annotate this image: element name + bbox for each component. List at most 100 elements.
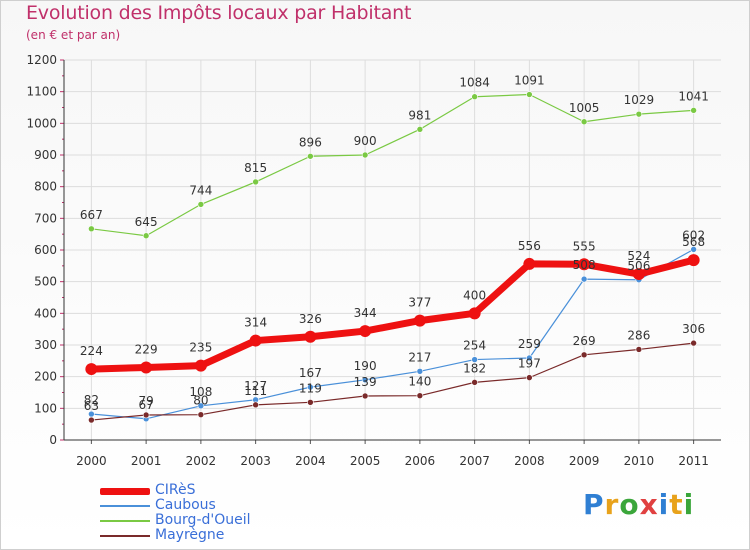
- data-label-bourg-d-oueil-2004: 896: [299, 135, 322, 149]
- y-tick-label-1200: 1200: [26, 53, 57, 67]
- y-tick-label-600: 600: [34, 243, 57, 257]
- data-label-mayr-gne-2006: 140: [408, 375, 431, 389]
- data-point-cir-s-2008: [523, 257, 536, 270]
- x-tick-label-2011: 2011: [678, 454, 709, 468]
- data-label-cir-s-2000: 224: [80, 344, 103, 358]
- data-label-cir-s-2001: 229: [135, 342, 158, 356]
- data-point-mayr-gne-2006: [416, 392, 424, 399]
- data-label-cir-s-2004: 326: [299, 312, 322, 326]
- chart-subtitle: (en € et par an): [26, 28, 121, 42]
- data-label-caubous-2007: 254: [463, 339, 486, 353]
- series-line-cir-s: [87, 256, 698, 373]
- brand-letter: t: [669, 488, 684, 521]
- data-point-cir-s-2009: [578, 258, 591, 271]
- data-point-bourg-d-oueil-2005: [361, 151, 369, 159]
- chart-legend: CIRèS Caubous Bourg-d'Oueil Mayrègne: [100, 482, 350, 544]
- data-label-bourg-d-oueil-2000: 667: [80, 208, 103, 222]
- data-label-cir-s-2011: 568: [682, 235, 705, 249]
- data-point-caubous-2008: [526, 354, 533, 362]
- data-label-mayr-gne-2009: 269: [573, 334, 596, 348]
- data-label-bourg-d-oueil-2005: 900: [354, 134, 377, 148]
- data-point-mayr-gne-2008: [526, 374, 533, 381]
- data-point-caubous-2002: [197, 402, 205, 410]
- x-tick-label-2000: 2000: [76, 454, 107, 468]
- y-tick-label-0: 0: [49, 433, 57, 447]
- data-point-mayr-gne-2003: [252, 401, 259, 409]
- legend-item-caubous: Caubous: [100, 497, 350, 514]
- legend-label-cires: CIRèS: [155, 482, 196, 498]
- brand-logo: Proxiti: [583, 488, 694, 521]
- data-label-caubous-2001: 67: [138, 398, 153, 412]
- brand-letter: i: [683, 488, 695, 521]
- x-tick-label-2005: 2005: [350, 454, 381, 468]
- legend-swatch-cires: [100, 487, 150, 495]
- data-point-bourg-d-oueil-2008: [526, 91, 533, 98]
- data-point-bourg-d-oueil-2007: [471, 93, 478, 101]
- data-label-bourg-d-oueil-2011: 1041: [678, 89, 709, 103]
- brand-letter: r: [604, 488, 620, 521]
- data-label-mayr-gne-2010: 286: [627, 328, 650, 342]
- data-point-caubous-2005: [361, 376, 369, 384]
- series-line-caubous: [90, 248, 695, 420]
- data-point-cir-s-2006: [413, 314, 426, 327]
- y-tick-label-100: 100: [34, 401, 57, 415]
- data-label-caubous-2003: 127: [244, 379, 267, 393]
- data-label-bourg-d-oueil-2001: 645: [135, 215, 158, 229]
- data-point-mayr-gne-2009: [580, 351, 588, 359]
- data-label-bourg-d-oueil-2007: 1084: [459, 76, 490, 90]
- data-label-bourg-d-oueil-2010: 1029: [624, 93, 655, 107]
- y-tick-label-200: 200: [34, 370, 57, 384]
- data-point-cir-s-2010: [632, 268, 645, 281]
- x-tick-label-2001: 2001: [131, 454, 162, 468]
- data-label-caubous-2000: 82: [84, 393, 99, 407]
- data-point-mayr-gne-2002: [197, 411, 205, 418]
- y-tick-label-1100: 1100: [26, 85, 57, 99]
- data-label-mayr-gne-2002: 80: [193, 394, 208, 408]
- data-point-bourg-d-oueil-2003: [252, 178, 259, 186]
- data-label-bourg-d-oueil-2008: 1091: [514, 74, 545, 88]
- x-tick-label-2008: 2008: [514, 454, 545, 468]
- y-tick-label-1000: 1000: [26, 116, 57, 130]
- x-tick-label-2009: 2009: [569, 454, 600, 468]
- y-tick-label-700: 700: [34, 211, 57, 225]
- legend-item-mayregne: Mayrègne: [100, 527, 350, 544]
- data-label-mayr-gne-2001: 79: [138, 394, 153, 408]
- data-label-caubous-2002: 108: [189, 385, 212, 399]
- data-point-caubous-2011: [690, 246, 697, 253]
- data-point-cir-s-2011: [687, 254, 700, 267]
- data-point-bourg-d-oueil-2011: [690, 107, 697, 114]
- y-tick-label-800: 800: [34, 180, 57, 194]
- data-point-cir-s-2001: [140, 361, 153, 374]
- chart-title: Evolution des Impôts locaux par Habitant: [26, 2, 412, 24]
- data-point-mayr-gne-2000: [88, 416, 95, 424]
- brand-letter: i: [658, 488, 670, 521]
- data-point-mayr-gne-2001: [142, 411, 150, 419]
- data-label-mayr-gne-2000: 63: [84, 399, 99, 413]
- data-label-cir-s-2008: 556: [518, 239, 541, 253]
- data-label-cir-s-2005: 344: [354, 306, 377, 320]
- brand-letter: P: [583, 488, 605, 521]
- y-tick-label-900: 900: [34, 148, 57, 162]
- data-label-mayr-gne-2011: 306: [682, 322, 705, 336]
- legend-swatch-caubous: [100, 505, 150, 507]
- brand-letter: o: [619, 488, 640, 521]
- data-point-cir-s-2004: [304, 330, 317, 343]
- data-label-cir-s-2003: 314: [244, 316, 267, 330]
- x-tick-label-2006: 2006: [405, 454, 436, 468]
- data-label-caubous-2009: 508: [573, 258, 596, 272]
- data-label-mayr-gne-2005: 139: [354, 375, 377, 389]
- x-tick-label-2007: 2007: [459, 454, 490, 468]
- legend-swatch-bourg-d-oueil: [100, 520, 150, 522]
- data-label-bourg-d-oueil-2002: 744: [189, 183, 212, 197]
- legend-swatch-mayregne: [100, 535, 150, 537]
- y-tick-label-300: 300: [34, 338, 57, 352]
- data-label-caubous-2005: 190: [354, 359, 377, 373]
- data-label-caubous-2004: 167: [299, 366, 322, 380]
- data-point-bourg-d-oueil-2001: [142, 232, 150, 240]
- data-label-mayr-gne-2008: 197: [518, 357, 541, 371]
- legend-item-bourg-d-oueil: Bourg-d'Oueil: [100, 512, 350, 529]
- data-label-cir-s-2007: 400: [463, 288, 486, 302]
- data-point-cir-s-2000: [85, 363, 98, 376]
- series-line-bourg-d-oueil: [90, 93, 695, 237]
